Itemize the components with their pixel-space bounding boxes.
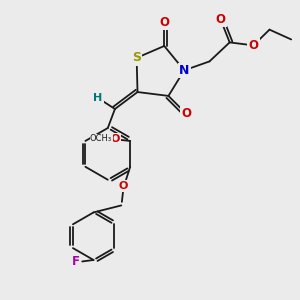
Text: O: O — [111, 134, 120, 144]
Text: O: O — [181, 107, 191, 120]
Text: N: N — [179, 64, 189, 77]
Text: F: F — [72, 255, 80, 268]
Text: O: O — [216, 13, 226, 26]
Text: O: O — [119, 181, 128, 191]
Text: OCH₃: OCH₃ — [90, 134, 112, 143]
Text: H: H — [93, 93, 103, 103]
Text: S: S — [132, 51, 141, 64]
Text: O: O — [159, 16, 169, 29]
Text: O: O — [248, 39, 258, 52]
